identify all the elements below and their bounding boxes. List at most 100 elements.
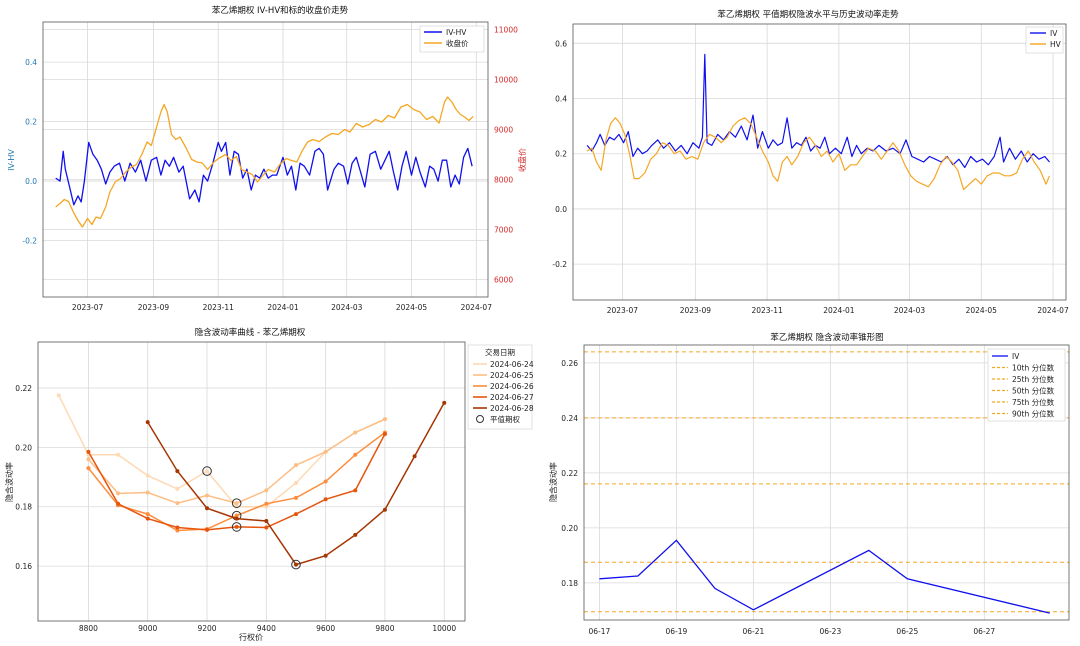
y-axis-label: 隐含波动率 — [4, 462, 14, 502]
atm-marker — [231, 522, 242, 532]
smile-point — [205, 493, 210, 498]
smile-point — [116, 491, 121, 496]
y-tick-label: 0.0 — [555, 205, 567, 214]
legend-label: 2024-06-28 — [490, 404, 534, 413]
legend-atm-marker — [476, 415, 484, 423]
y-tick-label: 0.16 — [15, 562, 32, 571]
smile-point — [382, 417, 387, 422]
y-tick-label: 0.6 — [555, 39, 567, 48]
smile-point — [442, 400, 447, 405]
smile-line-2024-06-25 — [87, 418, 386, 504]
y2-tick-label: 8000 — [494, 176, 513, 185]
atm-marker — [231, 498, 242, 508]
smile-point — [353, 532, 358, 537]
legend-box — [467, 344, 533, 430]
chart-title: 苯乙烯期权 IV-HV和标的收盘价走势 — [212, 5, 349, 16]
y-tick-label: 0.0 — [25, 177, 37, 186]
x-tick-label: 2024-01 — [267, 303, 299, 312]
plot-frame — [42, 21, 489, 298]
smile-point — [264, 488, 269, 493]
y-tick-label: 0.4 — [555, 95, 567, 104]
chart-title: 苯乙烯期权 隐含波动率锥形图 — [770, 332, 883, 343]
smile-point — [175, 501, 180, 506]
plot-frame — [572, 23, 1067, 301]
smile-point — [234, 516, 239, 521]
smile-point — [323, 449, 328, 454]
legend-label: 2024-06-24 — [490, 360, 534, 369]
x-tick-label: 9000 — [138, 624, 157, 633]
y-tick-label: 0.20 — [15, 443, 32, 452]
y-axis-label: 隐含波动率 — [548, 462, 558, 502]
smile-point — [323, 479, 328, 484]
x-tick-label: 06-17 — [588, 627, 610, 636]
x-tick-label: 9800 — [375, 624, 394, 633]
smile-point — [264, 504, 269, 509]
x-tick-label: 2023-11 — [751, 306, 783, 315]
smile-point — [175, 528, 180, 533]
series-line-1 — [55, 96, 474, 228]
legend-label: 50th 分位数 — [1012, 386, 1055, 396]
x-tick-label: 2024-07 — [461, 303, 493, 312]
atm-marker — [291, 559, 301, 570]
x-tick-label: 06-25 — [896, 627, 918, 636]
x-tick-label: 06-27 — [973, 627, 995, 636]
legend-box — [1025, 26, 1064, 54]
legend-label: IV — [1012, 352, 1020, 361]
legend-label: HV — [1050, 40, 1062, 49]
smile-point — [382, 507, 387, 512]
x-tick-label: 06-19 — [665, 627, 687, 636]
smile-point — [264, 518, 269, 523]
y2-tick-label: 7000 — [494, 226, 513, 235]
smile-point — [145, 420, 150, 425]
smile-point — [412, 454, 417, 459]
iv-hv-trend-panel: 苯乙烯期权 平值期权隐波水平与历史波动率走势 IV HV 2023-07 2023-… — [552, 9, 1069, 315]
smile-point — [293, 463, 298, 468]
legend-box — [987, 348, 1066, 422]
iv-line — [599, 539, 1050, 614]
legend-label: 2024-06-25 — [490, 371, 534, 380]
y-tick-label: 0.4 — [25, 58, 37, 67]
smile-point — [382, 432, 387, 437]
chart-title: 苯乙烯期权 平值期权隐波水平与历史波动率走势 — [717, 9, 899, 20]
x-tick-label: 2024-05 — [966, 306, 998, 315]
smile-point — [56, 393, 61, 398]
smile-point — [293, 512, 298, 517]
plot-frame — [37, 341, 466, 622]
y2-tick-label: 10000 — [494, 76, 518, 85]
x-tick-label: 2023-09 — [680, 306, 712, 315]
series-line-0 — [55, 141, 473, 206]
smile-point — [293, 562, 298, 567]
x-tick-label: 2024-05 — [396, 303, 428, 312]
volatility-smile-panel: 隐含波动率曲线 - 苯乙烯期权 隐含波动率 行权价 交易日期 2024-06-24… — [4, 327, 534, 642]
x-tick-label: 06-21 — [742, 627, 764, 636]
smile-point — [205, 469, 210, 474]
chart-title: 隐含波动率曲线 - 苯乙烯期权 — [195, 327, 306, 338]
y2-axis-label: 收盘价 — [517, 148, 527, 172]
smile-point — [205, 506, 210, 511]
legend-label: 收盘价 — [446, 38, 469, 48]
y-axis-label: IV-HV — [7, 149, 16, 171]
x-tick-label: 2023-07 — [607, 306, 639, 315]
x-tick-label: 2023-09 — [138, 303, 170, 312]
legend-label: 10th 分位数 — [1012, 363, 1055, 373]
legend-label: 90th 分位数 — [1012, 409, 1055, 419]
smile-point — [234, 501, 239, 506]
y2-tick-label: 9000 — [494, 126, 513, 135]
x-tick-label: 2024-01 — [823, 306, 855, 315]
y-tick-label: 0.18 — [561, 579, 578, 588]
plot-frame — [583, 344, 1070, 621]
y-tick-label: 0.22 — [15, 384, 32, 393]
smile-point — [86, 466, 91, 471]
smile-point — [175, 469, 180, 474]
x-tick-label: 9400 — [257, 624, 276, 633]
smile-point — [86, 449, 91, 454]
y-tick-label: 0.2 — [555, 150, 567, 159]
smile-line-2024-06-24 — [58, 395, 386, 508]
smile-point — [353, 488, 358, 493]
smile-point — [205, 527, 210, 532]
y-tick-label: 0.22 — [561, 469, 578, 478]
smile-point — [145, 516, 150, 521]
